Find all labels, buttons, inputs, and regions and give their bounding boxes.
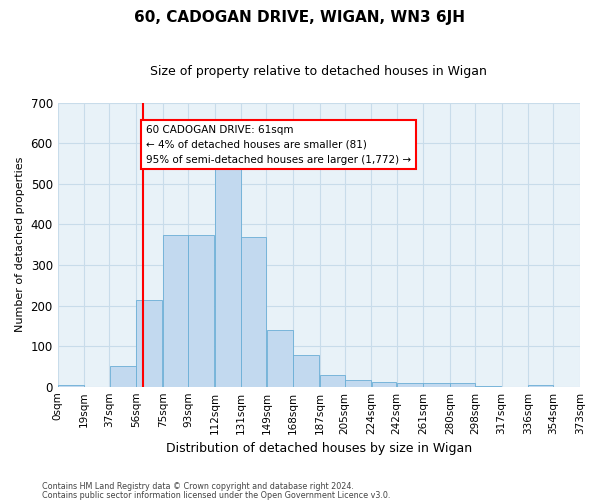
- Bar: [371, 382, 397, 386]
- Bar: [397, 382, 423, 386]
- Bar: [136, 300, 163, 386]
- Text: Contains HM Land Registry data © Crown copyright and database right 2024.: Contains HM Land Registry data © Crown c…: [42, 482, 354, 491]
- Bar: [215, 166, 241, 386]
- Bar: [293, 356, 319, 386]
- X-axis label: Distribution of detached houses by size in Wigan: Distribution of detached houses by size …: [166, 442, 472, 455]
- Text: 60 CADOGAN DRIVE: 61sqm
← 4% of detached houses are smaller (81)
95% of semi-det: 60 CADOGAN DRIVE: 61sqm ← 4% of detached…: [146, 125, 411, 164]
- Bar: [58, 384, 84, 386]
- Y-axis label: Number of detached properties: Number of detached properties: [15, 157, 25, 332]
- Bar: [345, 380, 371, 386]
- Bar: [188, 234, 214, 386]
- Text: Contains public sector information licensed under the Open Government Licence v3: Contains public sector information licen…: [42, 490, 391, 500]
- Title: Size of property relative to detached houses in Wigan: Size of property relative to detached ho…: [151, 65, 487, 78]
- Bar: [320, 374, 344, 386]
- Bar: [110, 366, 136, 386]
- Bar: [424, 384, 449, 386]
- Bar: [450, 384, 475, 386]
- Bar: [163, 234, 188, 386]
- Text: 60, CADOGAN DRIVE, WIGAN, WN3 6JH: 60, CADOGAN DRIVE, WIGAN, WN3 6JH: [134, 10, 466, 25]
- Bar: [241, 236, 266, 386]
- Bar: [266, 330, 293, 386]
